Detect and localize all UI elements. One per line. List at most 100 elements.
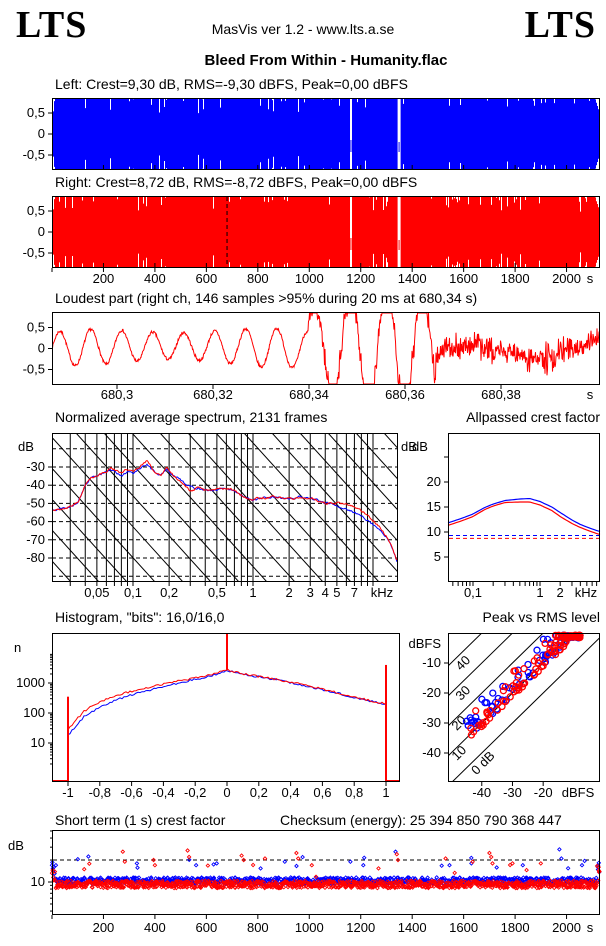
allpass-title: Allpassed crest factor xyxy=(466,409,600,425)
svg-text:1200: 1200 xyxy=(346,920,375,935)
svg-text:1200: 1200 xyxy=(346,271,375,286)
svg-text:1: 1 xyxy=(536,585,543,600)
histogram-title: Histogram, "bits": 16,0/16,0 xyxy=(55,609,225,625)
svg-text:0,5: 0,5 xyxy=(27,320,45,335)
svg-text:1000: 1000 xyxy=(295,920,324,935)
svg-text:-0,8: -0,8 xyxy=(89,785,111,800)
svg-text:-20: -20 xyxy=(422,685,441,700)
svg-text:0,5: 0,5 xyxy=(27,105,45,120)
svg-text:-1: -1 xyxy=(62,785,74,800)
svg-text:0 dB: 0 dB xyxy=(468,748,498,778)
svg-text:10: 10 xyxy=(448,742,469,763)
svg-text:30: 30 xyxy=(452,682,473,703)
logo-left: LTS xyxy=(16,4,88,46)
svg-text:0,8: 0,8 xyxy=(345,785,363,800)
svg-text:1000: 1000 xyxy=(16,675,45,690)
svg-text:0,4: 0,4 xyxy=(282,785,300,800)
svg-text:5: 5 xyxy=(434,549,441,564)
svg-text:800: 800 xyxy=(247,271,269,286)
svg-text:-20: -20 xyxy=(534,785,553,800)
svg-text:680,36: 680,36 xyxy=(385,387,425,402)
svg-text:1600: 1600 xyxy=(449,271,478,286)
svg-text:-30: -30 xyxy=(422,715,441,730)
svg-text:15: 15 xyxy=(427,499,441,514)
svg-text:-0,4: -0,4 xyxy=(152,785,174,800)
svg-text:-0,2: -0,2 xyxy=(184,785,206,800)
svg-text:0: 0 xyxy=(38,341,45,356)
svg-text:4: 4 xyxy=(322,585,329,600)
svg-text:1: 1 xyxy=(249,585,256,600)
svg-text:2: 2 xyxy=(557,585,564,600)
right-wave-title: Right: Crest=8,72 dB, RMS=-8,72 dBFS, Pe… xyxy=(55,174,418,190)
histogram-plot: 1000 100 10 n -1 -0,8 -0,6 -0,4 -0,2 0 0,2 0,4 0,6 0,… xyxy=(14,633,400,800)
svg-text:0: 0 xyxy=(223,785,230,800)
svg-text:10: 10 xyxy=(427,524,441,539)
peak-rms-title: Peak vs RMS level xyxy=(482,609,600,625)
svg-text:600: 600 xyxy=(196,920,218,935)
svg-text:0,5: 0,5 xyxy=(208,585,226,600)
svg-text:0,2: 0,2 xyxy=(160,585,178,600)
svg-text:-0,5: -0,5 xyxy=(23,147,45,162)
svg-text:400: 400 xyxy=(144,271,166,286)
svg-text:1800: 1800 xyxy=(501,920,530,935)
right-waveform-plot: 0,5 0 -0,5 200 400 600 800 1000 1200 1400 1600 1800… xyxy=(23,196,600,286)
svg-text:-80: -80 xyxy=(26,550,45,565)
svg-text:s: s xyxy=(587,387,594,402)
svg-text:1600: 1600 xyxy=(449,920,478,935)
svg-text:1400: 1400 xyxy=(398,920,427,935)
svg-text:-40: -40 xyxy=(26,477,45,492)
svg-text:-0,6: -0,6 xyxy=(120,785,142,800)
svg-text:1400: 1400 xyxy=(398,271,427,286)
svg-text:-30: -30 xyxy=(26,459,45,474)
svg-text:20: 20 xyxy=(427,474,441,489)
svg-text:400: 400 xyxy=(144,920,166,935)
svg-text:680,3: 680,3 xyxy=(101,387,134,402)
logo-right: LTS xyxy=(524,4,596,46)
svg-text:5: 5 xyxy=(333,585,340,600)
svg-text:680,34: 680,34 xyxy=(289,387,329,402)
svg-text:3: 3 xyxy=(307,585,314,600)
svg-text:-30: -30 xyxy=(503,785,522,800)
svg-text:0,05: 0,05 xyxy=(84,585,109,600)
svg-text:-0,5: -0,5 xyxy=(23,245,45,260)
svg-text:40: 40 xyxy=(452,652,473,673)
left-wave-title: Left: Crest=9,30 dB, RMS=-9,30 dBFS, Pea… xyxy=(55,76,408,92)
svg-text:1: 1 xyxy=(382,785,389,800)
svg-text:-40: -40 xyxy=(472,785,491,800)
checksum-text: Checksum (energy): 25 394 850 790 368 44… xyxy=(280,812,562,828)
page-title: Bleed From Within - Humanity.flac xyxy=(204,52,448,69)
svg-text:10: 10 xyxy=(31,735,45,750)
svg-text:-70: -70 xyxy=(26,532,45,547)
svg-text:0,2: 0,2 xyxy=(250,785,268,800)
spectrum-title: Normalized average spectrum, 2131 frames xyxy=(55,409,328,425)
loudest-part-plot: 0,5 0 -0,5 680,3 680,32 680,34 680,36 680,38 s xyxy=(23,312,600,402)
svg-text:100: 100 xyxy=(23,705,45,720)
svg-text:0,1: 0,1 xyxy=(124,585,142,600)
svg-text:680,38: 680,38 xyxy=(481,387,521,402)
svg-text:dB: dB xyxy=(401,439,417,454)
svg-text:s: s xyxy=(587,271,594,286)
left-waveform-plot: 0,5 0 -0,5 xyxy=(23,98,600,170)
svg-text:dBFS: dBFS xyxy=(562,785,595,800)
svg-text:0,5: 0,5 xyxy=(27,203,45,218)
svg-text:dBFS: dBFS xyxy=(408,636,441,651)
svg-text:0: 0 xyxy=(38,224,45,239)
svg-text:dB: dB xyxy=(8,838,24,853)
svg-text:-10: -10 xyxy=(422,655,441,670)
svg-text:-50: -50 xyxy=(26,495,45,510)
svg-text:2000: 2000 xyxy=(552,920,581,935)
allpass-plot: 5 10 15 20 dB 0,1 1 2 kHz xyxy=(412,433,601,600)
svg-text:kHz: kHz xyxy=(371,585,393,600)
svg-text:800: 800 xyxy=(247,920,269,935)
svg-text:1000: 1000 xyxy=(295,271,324,286)
svg-text:600: 600 xyxy=(196,271,218,286)
svg-text:dB: dB xyxy=(18,439,34,454)
svg-text:1800: 1800 xyxy=(501,271,530,286)
svg-text:kHz: kHz xyxy=(575,585,597,600)
svg-text:-40: -40 xyxy=(422,745,441,760)
svg-text:n: n xyxy=(14,640,21,655)
app-version-text: MasVis ver 1.2 - www.lts.a.se xyxy=(211,21,395,37)
